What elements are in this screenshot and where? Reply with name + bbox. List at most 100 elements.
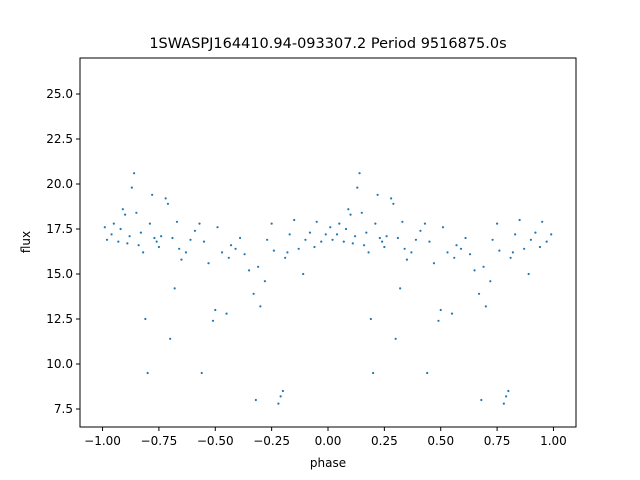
data-point: [545, 240, 548, 243]
data-point: [272, 249, 275, 252]
y-tick-label: 10.0: [46, 357, 73, 371]
data-point: [257, 265, 260, 268]
data-point: [538, 245, 542, 249]
data-point: [331, 238, 334, 241]
data-point: [473, 269, 476, 272]
data-point: [378, 236, 381, 240]
data-point: [153, 236, 156, 240]
data-point: [130, 186, 133, 189]
data-point: [243, 253, 246, 256]
data-point: [324, 233, 327, 236]
data-point: [342, 240, 345, 243]
data-point: [514, 233, 517, 236]
data-point: [347, 208, 350, 211]
data-point: [119, 227, 122, 231]
data-point: [441, 226, 445, 229]
x-axis-ticks: −1.00 −0.75 −0.50 −0.25 0.00 0.25 0.50 0.75 1.00: [84, 427, 567, 448]
data-point: [117, 240, 120, 243]
y-tick-label: 17.5: [46, 222, 73, 236]
data-point: [484, 305, 487, 308]
data-point: [214, 308, 217, 312]
data-point: [160, 235, 163, 238]
data-point: [509, 256, 512, 259]
data-point: [266, 238, 269, 241]
data-point: [489, 280, 492, 283]
data-point: [144, 317, 147, 321]
x-tick-label: −0.75: [141, 434, 178, 448]
data-point: [279, 395, 282, 398]
data-point: [399, 287, 402, 290]
data-point: [121, 208, 124, 211]
data-point: [414, 238, 418, 241]
data-point: [439, 308, 442, 312]
data-point: [446, 251, 449, 254]
data-point: [390, 197, 393, 200]
data-point: [133, 172, 136, 175]
data-point: [220, 251, 224, 254]
data-point: [166, 202, 170, 205]
data-point: [511, 251, 514, 254]
data-point: [383, 245, 386, 249]
data-point: [281, 389, 285, 393]
data-point: [374, 222, 377, 225]
y-tick-label: 22.5: [46, 132, 73, 146]
data-point: [394, 337, 397, 340]
data-point: [142, 251, 145, 254]
data-point: [198, 222, 201, 225]
data-point: [437, 319, 440, 322]
data-point: [110, 233, 113, 236]
data-point: [455, 244, 458, 247]
data-point: [376, 193, 379, 196]
data-point: [464, 236, 467, 240]
data-point: [356, 186, 359, 189]
data-point: [498, 249, 501, 252]
x-tick-label: 0.50: [427, 434, 454, 448]
data-point: [335, 233, 339, 236]
data-point: [148, 222, 151, 225]
data-point: [293, 218, 296, 222]
data-point: [247, 269, 251, 272]
data-point: [362, 244, 366, 247]
data-point: [468, 253, 472, 256]
data-point: [146, 371, 149, 375]
data-point: [367, 251, 370, 254]
data-point: [477, 292, 481, 295]
data-point: [432, 262, 436, 265]
data-point: [234, 247, 237, 250]
y-tick-label: 20.0: [46, 177, 73, 191]
data-point: [297, 247, 300, 250]
data-point: [453, 256, 456, 259]
data-point: [254, 398, 257, 402]
data-point: [403, 247, 406, 250]
data-point: [385, 235, 388, 238]
data-point: [423, 222, 427, 225]
data-point: [541, 220, 544, 223]
data-point: [171, 236, 174, 240]
data-point: [184, 251, 188, 254]
chart-title: 1SWASPJ164410.94-093307.2 Period 9516875…: [149, 36, 506, 52]
data-point: [450, 312, 454, 315]
data-point: [480, 398, 483, 402]
y-tick-label: 7.5: [54, 402, 73, 416]
data-point: [211, 319, 215, 322]
x-tick-label: 0.25: [371, 434, 398, 448]
data-point: [426, 371, 429, 375]
data-point: [396, 236, 399, 240]
data-point: [227, 256, 230, 259]
data-point: [308, 231, 312, 234]
data-point: [169, 337, 172, 340]
data-point: [139, 231, 142, 234]
data-point: [329, 226, 332, 229]
data-point: [518, 218, 521, 222]
data-point: [135, 211, 138, 214]
data-point: [173, 287, 176, 290]
data-point: [351, 242, 354, 245]
y-tick-label: 25.0: [46, 87, 73, 101]
data-point: [320, 240, 323, 243]
data-point: [550, 233, 553, 236]
data-point: [103, 226, 106, 229]
data-point: [155, 240, 158, 243]
